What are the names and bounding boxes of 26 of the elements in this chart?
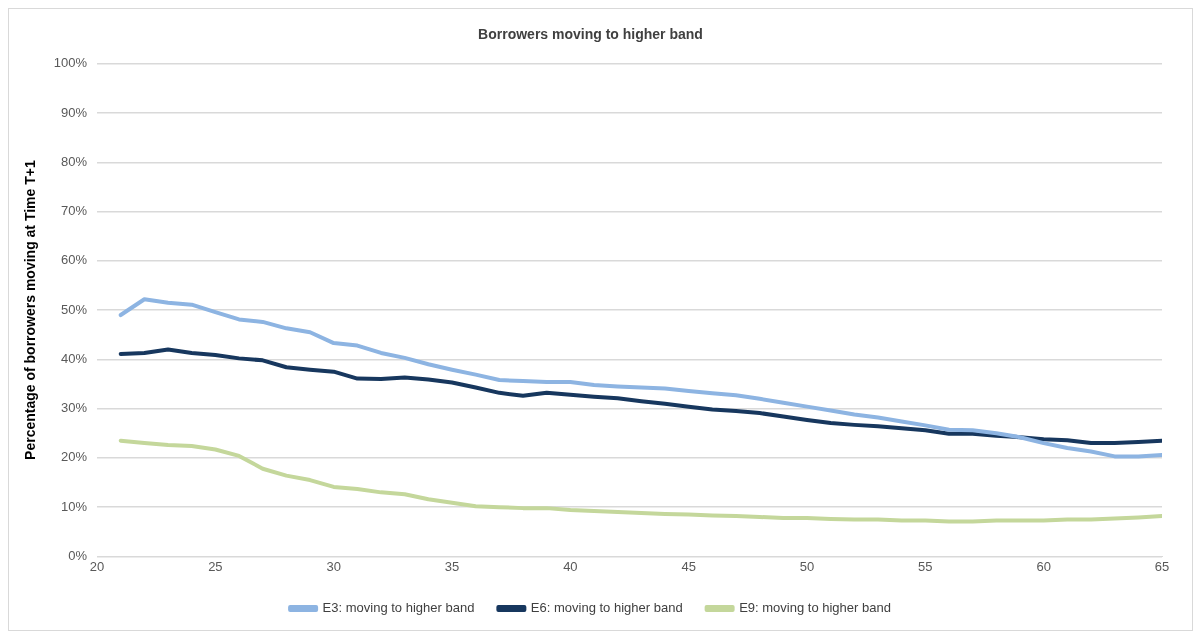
x-tick-label: 35 <box>444 558 460 574</box>
y-tick-label: 70% <box>61 203 88 219</box>
legend-label: E3: moving to higher band <box>322 600 475 616</box>
x-tick-label: 20 <box>89 558 105 574</box>
y-tick-label: 30% <box>61 400 88 416</box>
x-tick-label: 50 <box>799 558 815 574</box>
y-tick-label: 10% <box>61 498 88 514</box>
x-tick-label: 55 <box>918 558 933 574</box>
y-tick-label: 50% <box>61 301 88 317</box>
x-tick-label: 45 <box>681 558 696 574</box>
x-tick-label: 25 <box>208 558 223 574</box>
x-tick-label: 65 <box>1154 558 1170 574</box>
y-tick-label: 60% <box>61 252 88 268</box>
y-tick-label: 0% <box>68 547 88 563</box>
y-axis-title: Percentage of borrowers moving at Time T+1 <box>22 160 39 460</box>
y-tick-label: 100% <box>53 55 88 71</box>
y-tick-label: 90% <box>61 104 88 120</box>
y-tick-label: 40% <box>61 350 88 366</box>
x-tick-label: 30 <box>326 558 341 574</box>
legend-label: E6: moving to higher band <box>530 600 683 616</box>
y-tick-label: 80% <box>61 153 88 169</box>
x-tick-label: 40 <box>563 558 578 574</box>
y-tick-label: 20% <box>61 449 88 465</box>
x-tick-label: 60 <box>1036 558 1051 574</box>
legend-label: E9: moving to higher band <box>739 600 891 616</box>
chart-title: Borrowers moving to higher band <box>478 26 703 43</box>
